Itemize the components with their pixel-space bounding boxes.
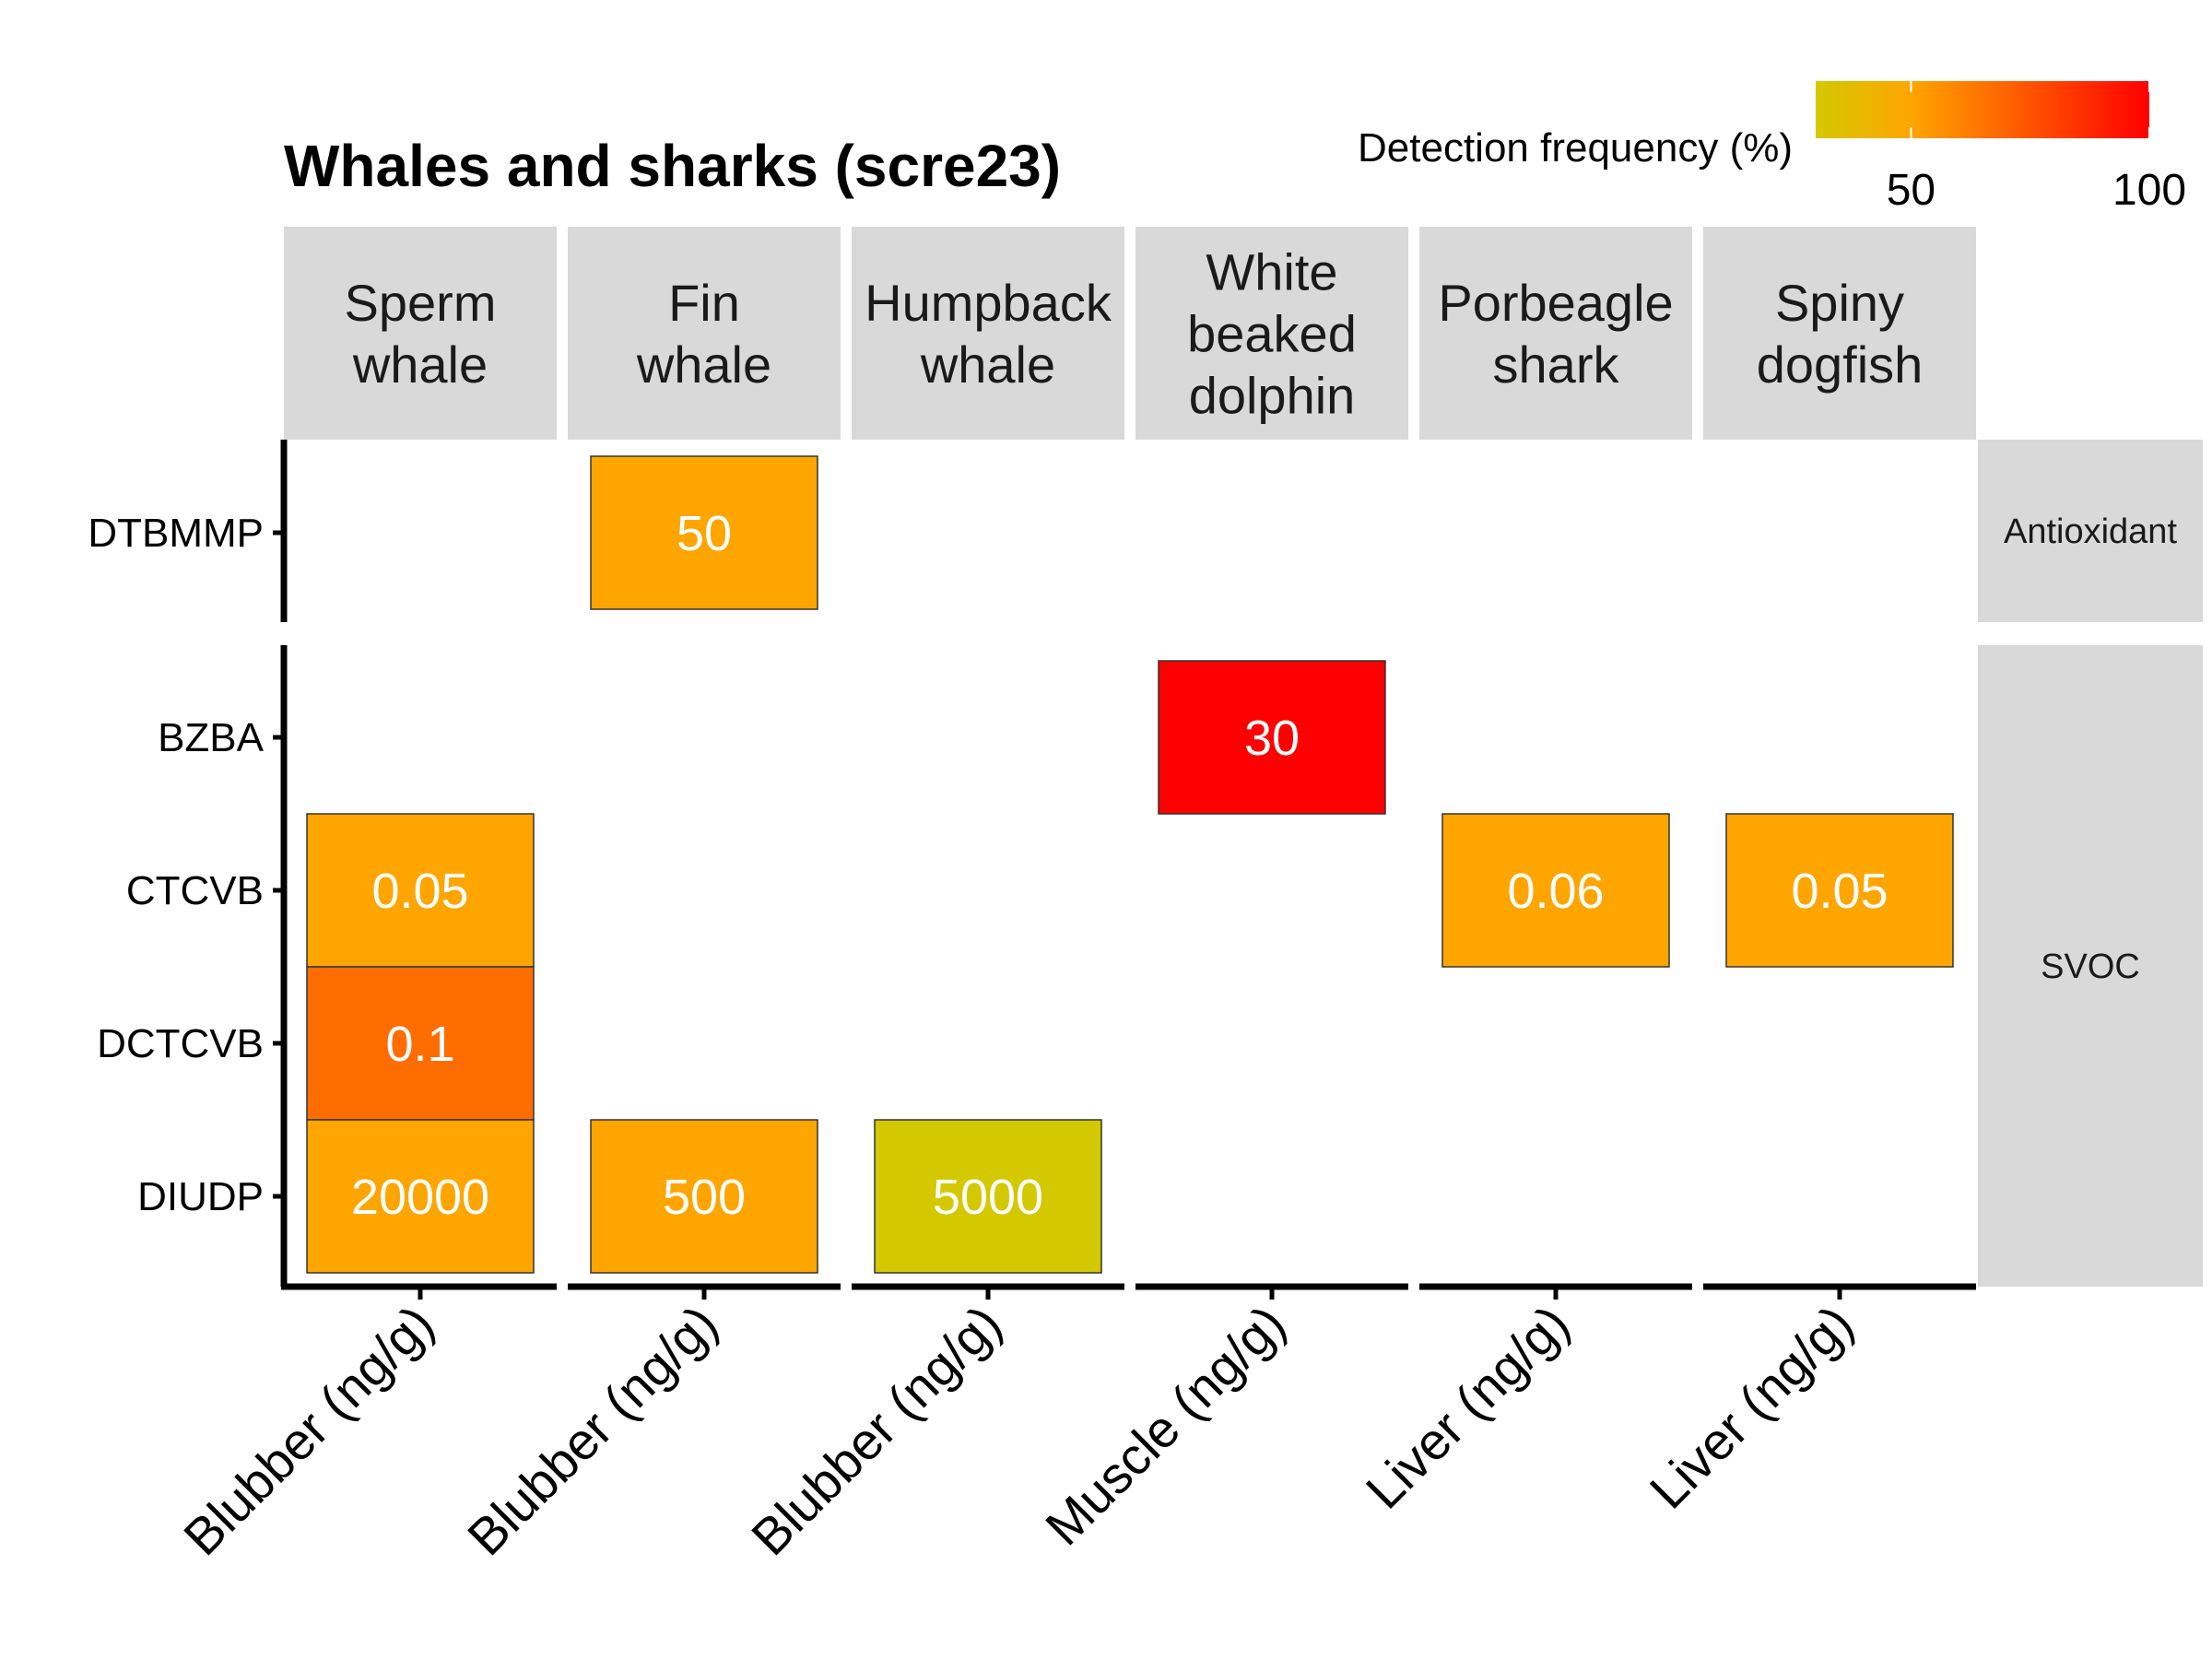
y-axis: DTBMMP BZBA CTCVB DCTCVB DIUDP — [88, 440, 288, 1287]
group-strip-label: SVOC — [2041, 947, 2140, 986]
tile-value-label: 0.05 — [371, 864, 468, 919]
y-tick-label: BZBA — [158, 715, 265, 760]
x-axis: Blubber (ng/g) Blubber (ng/g) Blubber (ng/… — [172, 1283, 1976, 1566]
species-strip — [852, 227, 1124, 440]
species-strip-label: Spiny dogfish — [1757, 274, 1924, 394]
y-tick-label: DCTCVB — [97, 1021, 264, 1066]
heatmap-tile — [306, 813, 535, 968]
species-strip — [284, 227, 557, 440]
x-tick-label: Blubber (ng/g) — [172, 1294, 444, 1566]
legend-ticks: 50 100 — [1887, 81, 2186, 215]
species-strip — [1419, 227, 1692, 440]
y-tick-label: DTBMMP — [88, 511, 264, 556]
group-strip-label: Antioxidant — [2004, 512, 2177, 551]
legend-colorbar — [1816, 81, 2149, 138]
heatmap-tile — [1158, 660, 1386, 815]
heatmap-tile — [1725, 813, 1954, 968]
tiles: 50 30 0.05 0.06 0.05 0.1 20000 500 5000 — [306, 455, 1954, 1274]
legend-tick-label: 100 — [2112, 166, 2186, 215]
x-tick-label: Muscle (ng/g) — [1034, 1294, 1296, 1556]
species-strip-label: Porbeagle shark — [1438, 274, 1673, 394]
species-strip-label: White beaked dolphin — [1187, 243, 1357, 425]
x-tick-label: Blubber (ng/g) — [456, 1294, 728, 1566]
heatmap-tile — [590, 1119, 818, 1274]
species-strip — [1703, 227, 1976, 440]
species-strip — [568, 227, 841, 440]
species-strip-label: Sperm whale — [345, 274, 497, 394]
species-strip-label: Humpback whale — [865, 274, 1112, 394]
tile-value-label: 0.06 — [1507, 864, 1604, 919]
x-tick-label: Liver (ng/g) — [1639, 1294, 1865, 1520]
y-tick-label: DIUDP — [137, 1174, 264, 1219]
tile-value-label: 5000 — [933, 1170, 1043, 1225]
group-strips: Antioxidant SVOC — [1978, 440, 2203, 1287]
heatmap-tile — [306, 1119, 535, 1274]
heatmap-tile — [874, 1119, 1102, 1274]
tile-value-label: 500 — [663, 1170, 746, 1225]
x-tick-label: Blubber (ng/g) — [740, 1294, 1012, 1566]
group-strip — [1978, 440, 2203, 622]
legend-title: Detection frequency (%) — [1358, 125, 1793, 171]
tile-value-label: 50 — [677, 506, 732, 561]
chart-title: Whales and sharks (scre23) — [284, 133, 1061, 199]
species-strip — [1135, 227, 1408, 440]
tile-value-label: 0.1 — [385, 1017, 454, 1072]
species-strip-label: Fin whale — [636, 274, 771, 394]
x-tick-label: Liver (ng/g) — [1355, 1294, 1581, 1520]
tile-value-label: 30 — [1244, 711, 1300, 766]
heatmap-tile — [590, 455, 818, 610]
heatmap-tile — [306, 966, 535, 1121]
legend-tick-label: 50 — [1887, 166, 1936, 215]
tile-value-label: 20000 — [351, 1170, 489, 1225]
heatmap-tile — [1441, 813, 1670, 968]
y-tick-label: CTCVB — [126, 868, 264, 913]
species-strips: Sperm whale Fin whale Humpback whale White beak… — [284, 227, 1976, 440]
tile-value-label: 0.05 — [1791, 864, 1888, 919]
group-strip — [1978, 645, 2203, 1287]
